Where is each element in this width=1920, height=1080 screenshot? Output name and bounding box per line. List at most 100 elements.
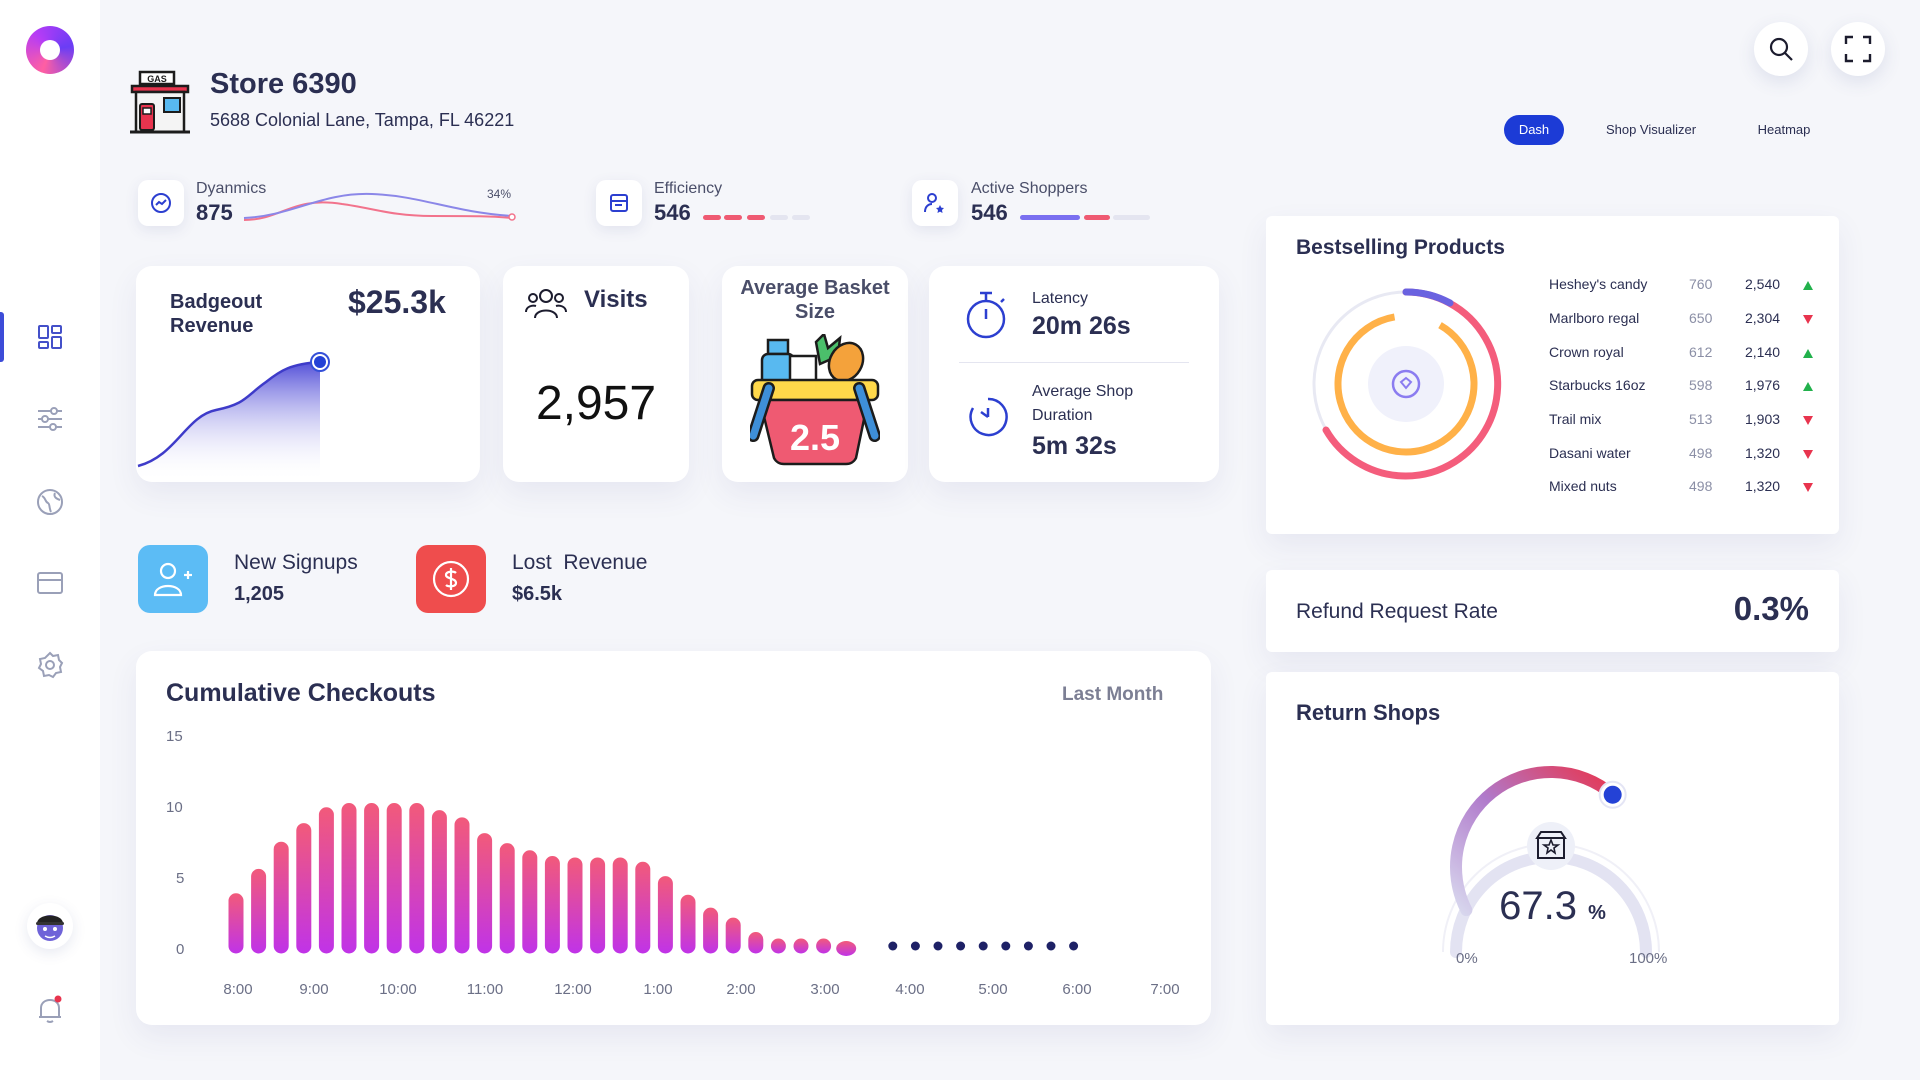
x-tick-label: 3:00: [810, 981, 840, 998]
chart-bar[interactable]: [251, 868, 267, 954]
basket-size-card: Average Basket Size 2.5: [722, 266, 908, 482]
visits-card: Visits 2,957: [503, 266, 689, 482]
chart-bar[interactable]: [816, 938, 832, 954]
product-name: Crown royal: [1549, 344, 1624, 360]
chart-bar[interactable]: [409, 803, 425, 954]
bestselling-donut: [1312, 288, 1502, 480]
dashboard-icon: [38, 325, 62, 349]
basket-value: 2.5: [790, 417, 840, 458]
dynamics-value: 875: [196, 200, 233, 225]
store-address: 5688 Colonial Lane, Tampa, FL 46221: [210, 110, 515, 130]
product-qty: 513: [1689, 411, 1713, 427]
product-name: Starbucks 16oz: [1549, 377, 1646, 393]
active-shoppers-icon-box: [912, 180, 958, 226]
sidebar-item-sliders[interactable]: [0, 394, 100, 444]
users-icon: [525, 289, 567, 319]
tab-dash[interactable]: Dash: [1504, 115, 1564, 145]
lost-revenue-value: $6.5k: [512, 583, 563, 605]
latency-value: 20m 26s: [1032, 312, 1131, 340]
return-shops-title: Return Shops: [1296, 700, 1441, 725]
trend-down-icon: [1803, 483, 1813, 492]
chart-bar[interactable]: [793, 938, 809, 954]
sidebar-item-dashboard[interactable]: [0, 312, 100, 362]
tab-heatmap[interactable]: Heatmap: [1757, 122, 1811, 137]
table-row[interactable]: Dasani water 498 1,320: [1549, 445, 1819, 465]
table-row[interactable]: Marlboro regal 650 2,304: [1549, 310, 1819, 330]
chart-bar[interactable]: [544, 856, 560, 954]
chart-bar[interactable]: [454, 817, 470, 954]
chart-bar[interactable]: [635, 861, 651, 954]
y-tick-label: 5: [176, 870, 185, 887]
chart-point[interactable]: [956, 941, 966, 951]
chart-bar[interactable]: [657, 876, 673, 954]
gauge-max-label: 100%: [1629, 950, 1668, 967]
x-tick-label: 10:00: [379, 981, 417, 998]
efficiency-icon: [610, 194, 628, 212]
table-row[interactable]: Trail mix 513 1,903: [1549, 411, 1819, 431]
chart-bar[interactable]: [431, 810, 447, 954]
period-selector[interactable]: Last Month: [1062, 684, 1164, 705]
sidebar-item-settings[interactable]: [0, 640, 100, 690]
chart-bar[interactable]: [770, 938, 786, 954]
chart-point[interactable]: [1046, 941, 1056, 951]
chart-bar[interactable]: [680, 894, 696, 954]
badgeout-value: $25.3k: [348, 284, 446, 320]
chart-point[interactable]: [1001, 941, 1011, 951]
product-name: Mixed nuts: [1549, 478, 1617, 494]
chart-bar[interactable]: [522, 850, 538, 954]
product-qty: 650: [1689, 310, 1713, 326]
efficiency-label: Efficiency: [654, 180, 723, 197]
gas-sign-text: GAS: [147, 74, 167, 84]
notifications-button[interactable]: [0, 985, 100, 1035]
dynamics-icon: [151, 193, 171, 213]
latency-card: Latency 20m 26s Average Shop Duration 5m…: [929, 266, 1219, 482]
chart-bar[interactable]: [477, 833, 493, 954]
settings-icon: [37, 651, 64, 679]
trend-up-icon: [1803, 349, 1813, 358]
x-tick-label: 4:00: [895, 981, 925, 998]
chart-bar[interactable]: [725, 917, 741, 954]
table-row[interactable]: Starbucks 16oz 598 1,976: [1549, 377, 1819, 397]
dynamics-label: Dyanmics: [196, 180, 267, 197]
avatar-icon: [36, 915, 64, 941]
tab-shop-visualizer[interactable]: Shop Visualizer: [1605, 122, 1697, 137]
chart-bar[interactable]: [612, 857, 628, 954]
fullscreen-button[interactable]: [1831, 22, 1885, 76]
chart-bar[interactable]: [364, 803, 380, 954]
chart-bar[interactable]: [703, 907, 719, 954]
chart-point[interactable]: [1023, 941, 1033, 951]
user-avatar[interactable]: [27, 903, 73, 949]
table-row[interactable]: Mixed nuts 498 1,320: [1549, 478, 1819, 498]
chart-bar[interactable]: [567, 857, 583, 954]
checkouts-title: Cumulative Checkouts: [166, 679, 436, 707]
product-name: Trail mix: [1549, 411, 1602, 427]
table-row[interactable]: Crown royal 612 2,140: [1549, 344, 1819, 364]
chart-point[interactable]: [1069, 941, 1079, 951]
sidebar-item-globe[interactable]: [0, 477, 100, 527]
table-row[interactable]: Heshey's candy 760 2,540: [1549, 276, 1819, 296]
chart-point[interactable]: [910, 941, 920, 951]
sidebar-item-card[interactable]: [0, 558, 100, 608]
chart-point[interactable]: [933, 941, 943, 951]
chart-bar[interactable]: [748, 932, 764, 954]
app-logo[interactable]: [26, 26, 74, 74]
chart-bar[interactable]: [499, 843, 515, 954]
chart-point[interactable]: [978, 941, 988, 951]
chart-bar[interactable]: [386, 803, 402, 954]
timer-icon: [969, 397, 1008, 437]
shop-duration-label: Average Shop Duration: [1032, 383, 1134, 424]
chart-bar[interactable]: [273, 841, 289, 954]
product-value: 2,304: [1745, 310, 1781, 326]
chart-bar[interactable]: [296, 823, 312, 954]
chart-bar[interactable]: [228, 893, 244, 954]
shopper-icon: [924, 193, 944, 213]
gauge-handle[interactable]: [1603, 785, 1622, 804]
chart-bar[interactable]: [318, 807, 334, 954]
gas-station-icon: GAS: [128, 70, 192, 141]
search-button[interactable]: [1754, 22, 1808, 76]
chart-bar[interactable]: [836, 941, 857, 956]
chart-bar[interactable]: [590, 857, 606, 954]
product-name: Dasani water: [1549, 445, 1631, 461]
chart-bar[interactable]: [341, 803, 357, 954]
chart-point[interactable]: [888, 941, 898, 951]
